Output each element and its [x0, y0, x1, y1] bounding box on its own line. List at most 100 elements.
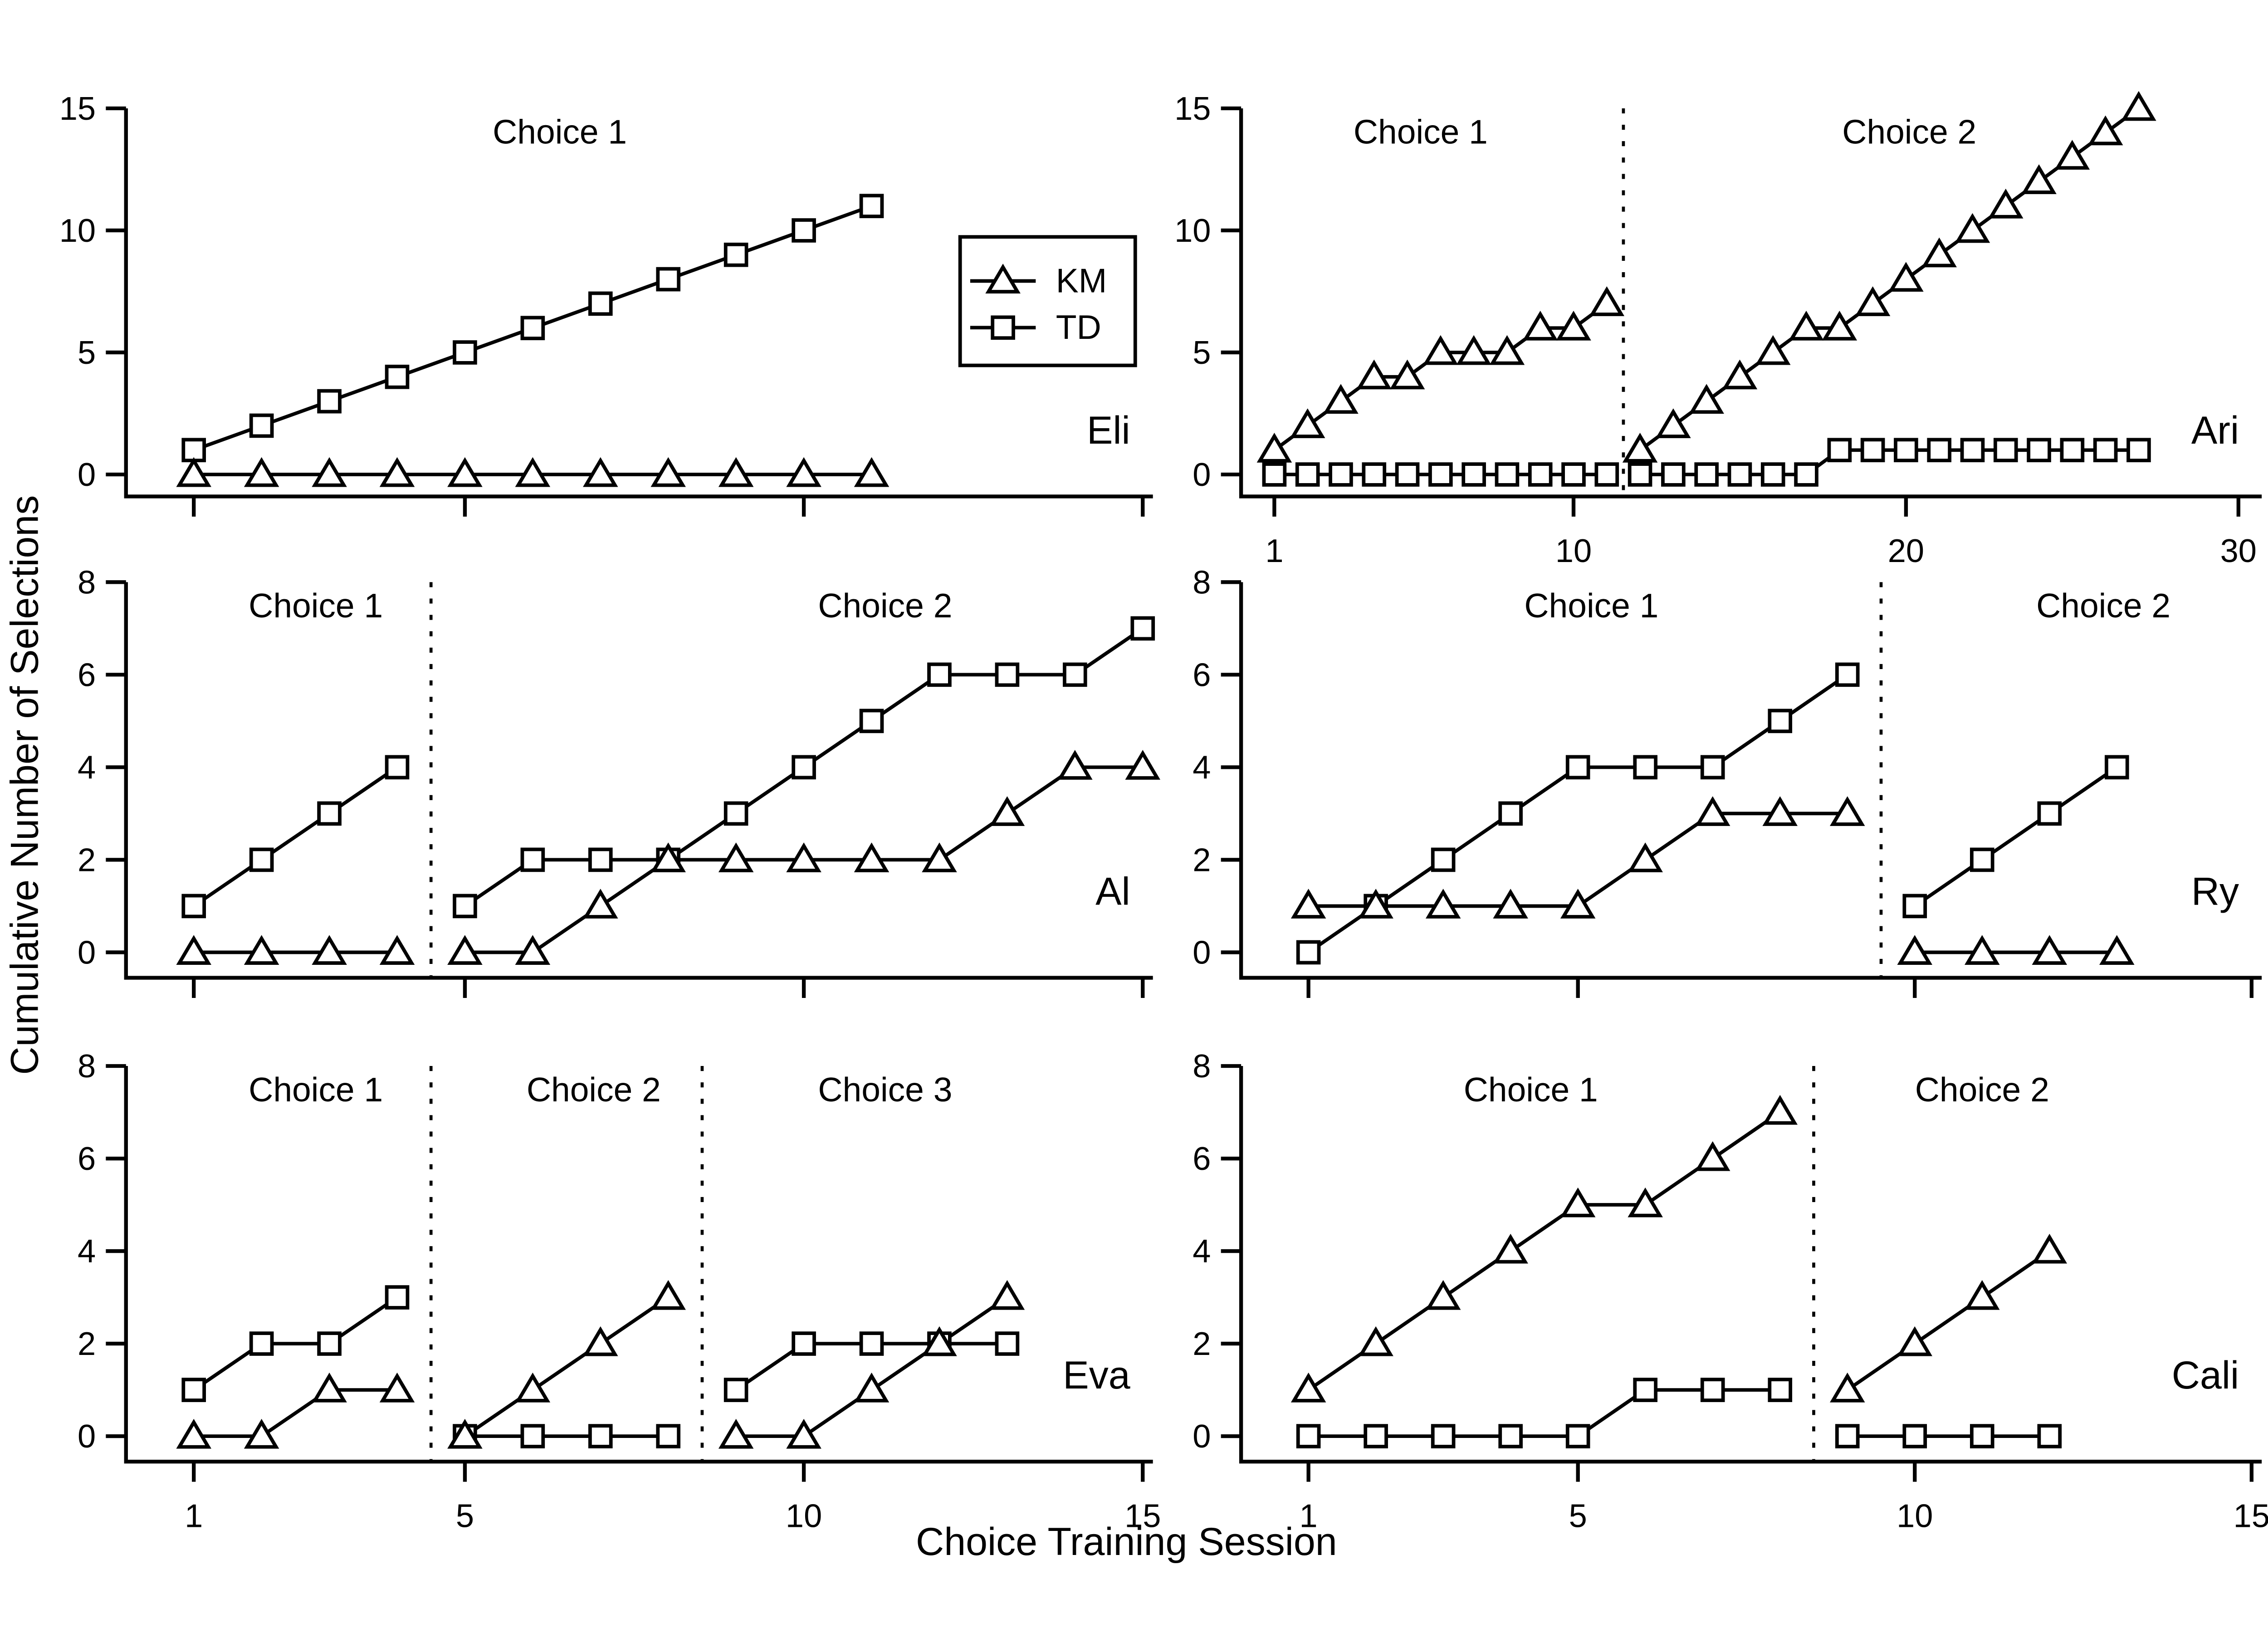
- km-marker-triangle: [786, 1418, 821, 1449]
- axes: [124, 108, 1153, 499]
- km-marker-triangle: [718, 842, 754, 872]
- legend-triangle-icon: [985, 264, 1021, 293]
- td-marker-square: [1835, 1424, 1860, 1448]
- td-marker-square: [656, 267, 681, 292]
- td-marker-square: [2037, 801, 2062, 826]
- y-tick-label: 8: [1193, 1048, 1211, 1085]
- y-tick-label: 5: [1193, 335, 1211, 371]
- td-marker-square: [1628, 462, 1652, 487]
- subject-label: Ari: [2191, 409, 2239, 452]
- td-marker-square: [859, 1331, 884, 1356]
- km-marker-triangle: [176, 1418, 211, 1449]
- td-marker-square: [181, 894, 206, 919]
- td-marker-square: [249, 413, 274, 438]
- km-marker-triangle: [1755, 335, 1791, 365]
- td-marker-square: [792, 1331, 816, 1356]
- y-tick-label: 0: [78, 1418, 96, 1455]
- km-marker-triangle: [1695, 1141, 1730, 1171]
- phase-label: Choice 1: [249, 587, 383, 625]
- km-marker-triangle: [583, 457, 618, 487]
- y-tick-label: 0: [78, 934, 96, 971]
- td-marker-square: [2093, 438, 2118, 463]
- km-marker-triangle: [1358, 889, 1393, 919]
- subject-label: Cali: [2172, 1354, 2239, 1397]
- km-marker-triangle: [1628, 1187, 1663, 1217]
- x-axis-title: Choice Training Session: [916, 1520, 1337, 1564]
- y-tick-label: 5: [78, 335, 96, 371]
- td-marker-square: [1498, 1424, 1523, 1448]
- phase-label: Choice 2: [1842, 113, 1976, 151]
- phase-label: Choice 3: [818, 1071, 952, 1109]
- td-marker-square: [249, 1331, 274, 1356]
- km-marker-triangle: [1897, 935, 1933, 965]
- td-marker-square: [317, 1331, 342, 1356]
- km-marker-triangle: [583, 889, 618, 919]
- km-marker-triangle: [1628, 842, 1663, 872]
- td-marker-square: [181, 1378, 206, 1402]
- x-tick-label: 1: [1300, 1498, 1318, 1535]
- y-tick-label: 8: [1193, 564, 1211, 601]
- x-tick-label: 15: [2234, 1498, 2268, 1535]
- km-marker-triangle: [650, 1280, 686, 1310]
- km-marker-triangle: [515, 457, 551, 487]
- km-marker-triangle: [1822, 310, 1857, 341]
- km-marker-triangle: [379, 1372, 415, 1403]
- km-marker-triangle: [1290, 408, 1325, 438]
- td-marker-square: [520, 316, 545, 340]
- td-marker-square: [1329, 462, 1353, 487]
- km-line: [194, 1388, 397, 1438]
- km-marker-triangle: [1356, 359, 1392, 390]
- axes: [124, 1066, 1153, 1464]
- x-tick-label: 30: [2220, 533, 2257, 569]
- km-marker-triangle: [1489, 335, 1525, 365]
- y-tick-label: 4: [78, 1233, 96, 1270]
- y-tick-label: 2: [78, 842, 96, 878]
- km-marker-triangle: [1290, 1372, 1326, 1403]
- td-marker-square: [995, 662, 1020, 687]
- subject-label: Ry: [2191, 870, 2239, 913]
- km-marker-triangle: [2032, 1233, 2068, 1264]
- km-line: [736, 1296, 1008, 1438]
- km-marker-triangle: [718, 457, 754, 487]
- km-marker-triangle: [1722, 359, 1758, 390]
- td-marker-square: [723, 242, 748, 267]
- legend-item-km: KM: [970, 261, 1107, 299]
- td-marker-square: [1894, 438, 1918, 463]
- axes: [1239, 1066, 2262, 1464]
- td-marker-square: [1835, 662, 1860, 687]
- km-marker-triangle: [1656, 408, 1691, 438]
- km-marker-triangle: [1955, 213, 1990, 243]
- km-marker-triangle: [1888, 262, 1924, 292]
- km-marker-triangle: [1965, 1280, 2000, 1310]
- axes: [1239, 582, 2262, 980]
- td-marker-square: [385, 755, 410, 780]
- panel-al: 0 2 4 6 8 Choice 1 Choice 2 Al: [78, 564, 1161, 998]
- y-tick-label: 2: [1193, 1326, 1211, 1362]
- legend-label: TD: [1056, 308, 1101, 346]
- td-marker-square: [1364, 1424, 1388, 1448]
- td-marker-square: [1661, 462, 1686, 487]
- td-marker-square: [1362, 462, 1387, 487]
- x-tick-label: 1: [1265, 533, 1283, 569]
- km-marker-triangle: [1493, 889, 1528, 919]
- y-axis-title: Cumulative Number of Selections: [3, 495, 46, 1075]
- km-marker-triangle: [1855, 286, 1891, 316]
- y-tick-label: 8: [78, 564, 96, 601]
- td-marker-square: [1902, 894, 1927, 919]
- td-marker-square: [1528, 462, 1553, 487]
- km-marker-triangle: [786, 457, 821, 487]
- td-marker-square: [1296, 940, 1321, 965]
- km-marker-triangle: [922, 1326, 957, 1356]
- km-marker-triangle: [1358, 1326, 1393, 1356]
- td-marker-square: [1860, 438, 1885, 463]
- y-tick-label: 4: [78, 749, 96, 786]
- td-marker-square: [1495, 462, 1520, 487]
- km-marker-triangle: [447, 935, 483, 965]
- td-line: [193, 766, 398, 908]
- td-line: [1914, 766, 2118, 908]
- km-marker-triangle: [1829, 796, 1865, 826]
- km-marker-triangle: [1921, 237, 1957, 268]
- y-tick-label: 6: [1193, 657, 1211, 693]
